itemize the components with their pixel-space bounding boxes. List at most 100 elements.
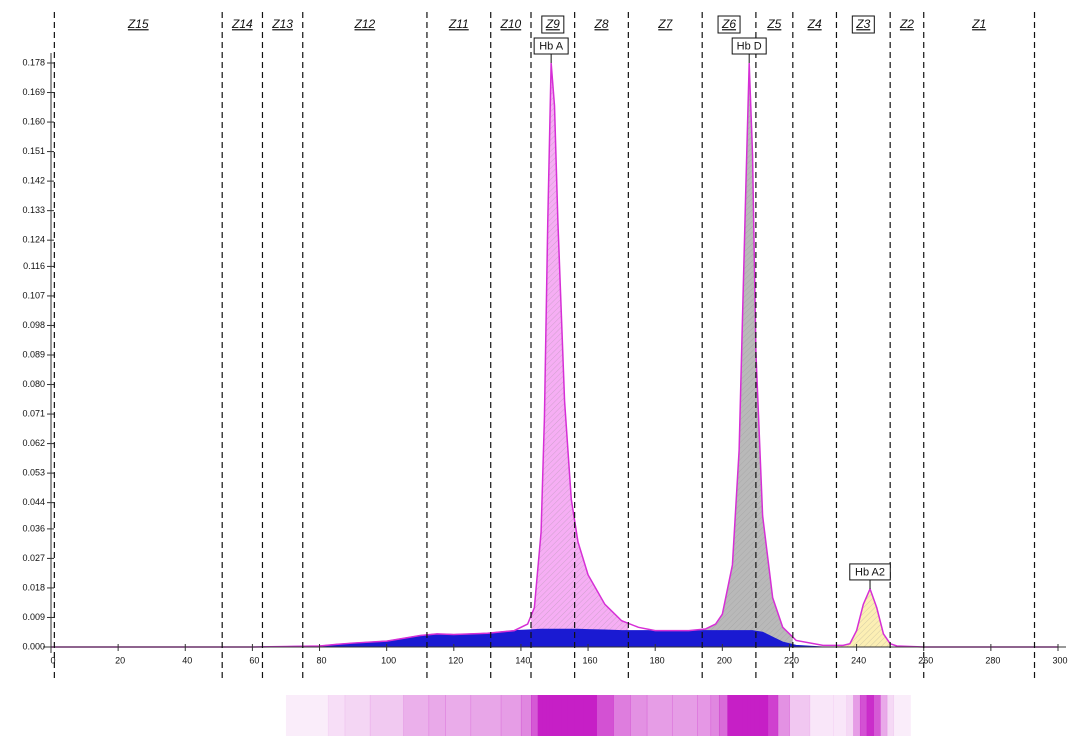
gel-band — [429, 695, 446, 736]
x-tick-label: 20 — [115, 655, 125, 665]
gel-band — [538, 695, 544, 736]
gel-band — [583, 695, 597, 736]
zone-label: Z12 — [354, 17, 376, 31]
gel-band — [736, 695, 743, 736]
zone-label: Z4 — [807, 17, 822, 31]
y-tick-label: 0.080 — [22, 379, 45, 389]
x-tick-label: 100 — [381, 655, 396, 665]
gel-band — [345, 695, 371, 736]
gel-band — [596, 695, 613, 736]
gel-band — [556, 695, 562, 736]
y-tick-label: 0.053 — [22, 467, 45, 477]
gel-band — [751, 695, 755, 736]
gel-band — [742, 695, 748, 736]
y-tick-label: 0.098 — [22, 320, 45, 330]
y-tick-label: 0.160 — [22, 116, 45, 126]
zone-label: Z15 — [127, 17, 149, 31]
x-tick-label: 60 — [249, 655, 259, 665]
zone-hatch — [51, 63, 1058, 647]
x-tick-label: 260 — [918, 655, 933, 665]
gel-band — [543, 695, 547, 736]
gel-band — [833, 695, 847, 736]
gel-band — [697, 695, 711, 736]
zone-label: Z13 — [271, 17, 293, 31]
x-tick-label: 200 — [717, 655, 732, 665]
gel-band — [403, 695, 429, 736]
gel-band — [860, 695, 867, 736]
y-tick-label: 0.142 — [22, 175, 45, 185]
gel-band — [370, 695, 404, 736]
gel-band — [568, 695, 575, 736]
zone-label: Z11 — [448, 17, 469, 31]
x-tick-label: 160 — [583, 655, 598, 665]
x-tick-label: 240 — [851, 655, 866, 665]
x-tick-label: 140 — [515, 655, 530, 665]
peak-label: Hb A — [539, 40, 564, 52]
gel-band — [549, 695, 553, 736]
gel-band — [880, 695, 887, 736]
gel-band — [727, 695, 736, 736]
zone-label: Z7 — [657, 17, 673, 31]
gel-band — [286, 695, 328, 736]
gel-band — [613, 695, 630, 736]
zone-label: Z2 — [899, 17, 914, 31]
gel-band — [553, 695, 557, 736]
gel-band — [853, 695, 860, 736]
y-tick-label: 0.009 — [22, 612, 45, 622]
page: {"chart_data": { "type": "electropherogr… — [0, 0, 1073, 736]
gel-band — [847, 695, 854, 736]
x-tick-label: 300 — [1052, 655, 1067, 665]
y-tick-label: 0.062 — [22, 438, 45, 448]
gel-band — [575, 695, 584, 736]
gel-band — [328, 695, 345, 736]
gel-band — [719, 695, 728, 736]
y-tick-label: 0.133 — [22, 205, 45, 215]
gel-band — [630, 695, 647, 736]
gel-band — [867, 695, 874, 736]
gel-band — [521, 695, 532, 736]
gel-band — [789, 695, 810, 736]
gel-band — [711, 695, 720, 736]
x-tick-label: 40 — [182, 655, 192, 665]
gel-band — [471, 695, 502, 736]
y-tick-label: 0.151 — [22, 146, 45, 156]
gel-band — [672, 695, 698, 736]
y-tick-label: 0.071 — [22, 408, 45, 418]
y-tick-label: 0.018 — [22, 582, 45, 592]
zone-label: Z8 — [593, 17, 608, 31]
y-tick-label: 0.000 — [22, 641, 45, 651]
baseline-area — [51, 629, 1058, 647]
fills-layer — [51, 63, 1058, 647]
x-tick-label: 180 — [650, 655, 665, 665]
y-tick-label: 0.027 — [22, 553, 45, 563]
chart: 0.0000.0090.0180.0270.0360.0440.0530.062… — [0, 0, 1073, 736]
y-tick-label: 0.089 — [22, 349, 45, 359]
y-tick-label: 0.116 — [23, 261, 45, 271]
gel-band — [748, 695, 752, 736]
gel-band — [546, 695, 550, 736]
x-tick-label: 220 — [784, 655, 799, 665]
gel-band — [445, 695, 471, 736]
peak-label: Hb D — [737, 40, 762, 52]
y-tick-label: 0.124 — [22, 235, 45, 245]
y-tick-label: 0.044 — [22, 497, 45, 507]
gel-band — [887, 695, 894, 736]
gel-band — [531, 695, 538, 736]
x-tick-label: 280 — [985, 655, 1000, 665]
zone-label: Z3 — [855, 17, 870, 31]
y-tick-label: 0.178 — [22, 57, 45, 67]
y-tick-label: 0.169 — [22, 87, 45, 97]
zone-label: Z5 — [766, 17, 781, 31]
zone-label: Z10 — [500, 17, 522, 31]
gel-band — [561, 695, 568, 736]
gel-band — [501, 695, 522, 736]
zone-label: Z14 — [231, 17, 253, 31]
gel-band — [647, 695, 673, 736]
peak-label: Hb A2 — [855, 566, 885, 578]
gel-band — [754, 695, 760, 736]
gel-band — [768, 695, 779, 736]
y-tick-label: 0.107 — [22, 290, 45, 300]
zone-label: Z6 — [721, 17, 736, 31]
gel-band — [778, 695, 790, 736]
gel-band — [894, 695, 911, 736]
